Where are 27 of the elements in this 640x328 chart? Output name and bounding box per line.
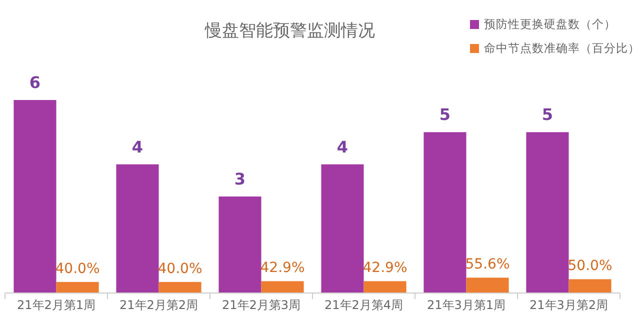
- data-label: 40.0%: [158, 260, 202, 277]
- bar: [424, 132, 466, 293]
- data-label: 4: [132, 137, 144, 156]
- legend-label: 预防性更换硬盘数（个）: [484, 17, 616, 31]
- data-label: 42.9%: [362, 260, 408, 276]
- data-label: 50.0%: [568, 258, 612, 274]
- data-label: 6: [29, 73, 41, 92]
- data-label: 5: [439, 105, 451, 124]
- x-tick-label: 21年3月第1周: [426, 298, 506, 312]
- x-tick-label: 21年3月第2周: [529, 298, 608, 312]
- bar: [526, 132, 569, 293]
- data-label: 42.9%: [260, 260, 305, 276]
- bar: [218, 196, 262, 293]
- data-label: 4: [336, 137, 348, 156]
- data-label: 40.0%: [55, 260, 100, 277]
- bar: [14, 100, 56, 293]
- legend-label: 命中节点数准确率（百分比）: [484, 41, 640, 55]
- data-label: 5: [542, 105, 554, 124]
- data-label: 55.6%: [465, 256, 510, 273]
- bar: [321, 164, 364, 293]
- x-tick-label: 21年2月第1周: [16, 298, 96, 312]
- x-tick-label: 21年2月第2周: [119, 298, 198, 312]
- data-label: 3: [234, 170, 246, 188]
- x-tick-label: 21年2月第3周: [222, 298, 301, 312]
- bar: [116, 164, 159, 293]
- x-tick-label: 21年2月第4周: [324, 298, 404, 312]
- chart-title: 慢盘智能预警监测情况: [204, 21, 375, 41]
